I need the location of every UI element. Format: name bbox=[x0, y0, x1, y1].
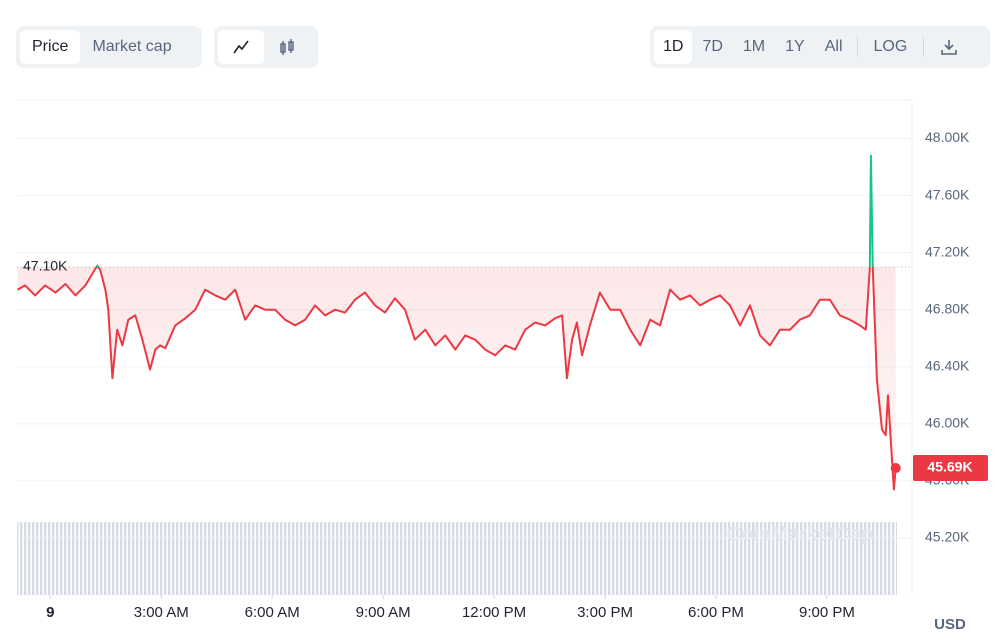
y-tick-label: 47.60K bbox=[925, 186, 970, 202]
line-chart-button[interactable] bbox=[218, 30, 264, 64]
last-price-tag bbox=[913, 455, 988, 482]
log-button[interactable]: LOG bbox=[873, 38, 908, 55]
range-button[interactable]: 7D bbox=[702, 38, 723, 55]
x-tick-label: 3:00 AM bbox=[134, 604, 189, 621]
x-tick-label: 6:00 AM bbox=[245, 604, 300, 621]
watermark: CoinMarketCap bbox=[727, 523, 874, 545]
range-group: 1D 7D 1M 1Y All LOG bbox=[650, 26, 990, 68]
x-tick-label: 9:00 PM bbox=[799, 604, 855, 621]
y-tick-label: 47.20K bbox=[925, 243, 970, 259]
range-button[interactable]: 1M bbox=[742, 38, 766, 55]
range-button[interactable]: 1Y bbox=[785, 38, 805, 55]
y-tick-label: 46.80K bbox=[925, 300, 970, 316]
line-icon bbox=[233, 40, 249, 54]
range-button[interactable]: All bbox=[824, 38, 843, 55]
download-button[interactable] bbox=[928, 30, 970, 64]
chart-type-group bbox=[214, 26, 318, 68]
y-unit: USD bbox=[934, 616, 966, 633]
y-tick-label: 46.40K bbox=[925, 357, 970, 373]
separator bbox=[923, 37, 925, 57]
tab[interactable]: Market cap bbox=[92, 38, 172, 55]
x-tick-label: 9:00 AM bbox=[356, 604, 411, 621]
volume-bars bbox=[17, 522, 897, 595]
x-tick-label: 12:00 PM bbox=[462, 604, 526, 621]
separator bbox=[856, 37, 858, 57]
last-price-label: 45.69K bbox=[927, 459, 972, 475]
x-tick-label: 6:00 PM bbox=[688, 604, 744, 621]
candle-chart-button[interactable] bbox=[264, 30, 310, 64]
tab[interactable]: Price bbox=[20, 30, 81, 64]
y-tick-label: 48.00K bbox=[925, 129, 970, 145]
x-tick-label: 3:00 PM bbox=[577, 604, 633, 621]
candle-icon bbox=[280, 39, 294, 55]
tab-group: Price Market cap bbox=[16, 26, 202, 68]
download-icon bbox=[941, 40, 958, 55]
price-area bbox=[17, 155, 896, 490]
price-line bbox=[16, 154, 897, 491]
x-tick-label: 9 bbox=[46, 604, 54, 621]
open-price-label: 47.10K bbox=[23, 258, 68, 274]
y-tick-label: 45.20K bbox=[925, 529, 970, 545]
range-button[interactable]: 1D bbox=[654, 30, 693, 64]
last-price-dot bbox=[890, 463, 901, 474]
y-tick-label: 46.00K bbox=[925, 415, 970, 431]
